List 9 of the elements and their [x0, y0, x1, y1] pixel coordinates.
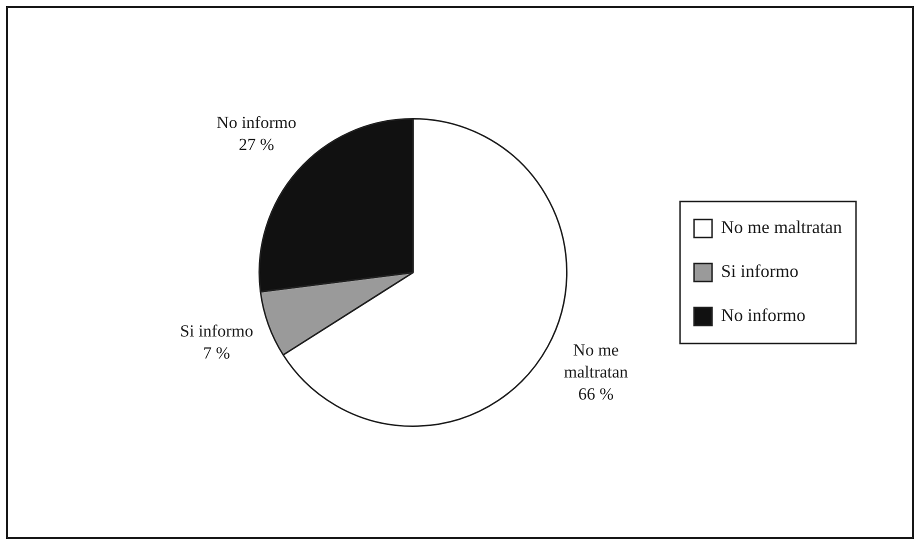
data-label: 27 % [238, 134, 274, 154]
legend-label: No informo [721, 305, 806, 326]
slice-label: Si informo [180, 322, 254, 341]
legend-label: Si informo [721, 261, 799, 282]
slice-label: No informo [216, 112, 296, 132]
data-label: 66 % [578, 384, 614, 404]
legend-label: No me maltratan [721, 217, 842, 238]
data-label: 7 % [203, 344, 230, 363]
slice-label: No me maltratan [564, 340, 629, 382]
